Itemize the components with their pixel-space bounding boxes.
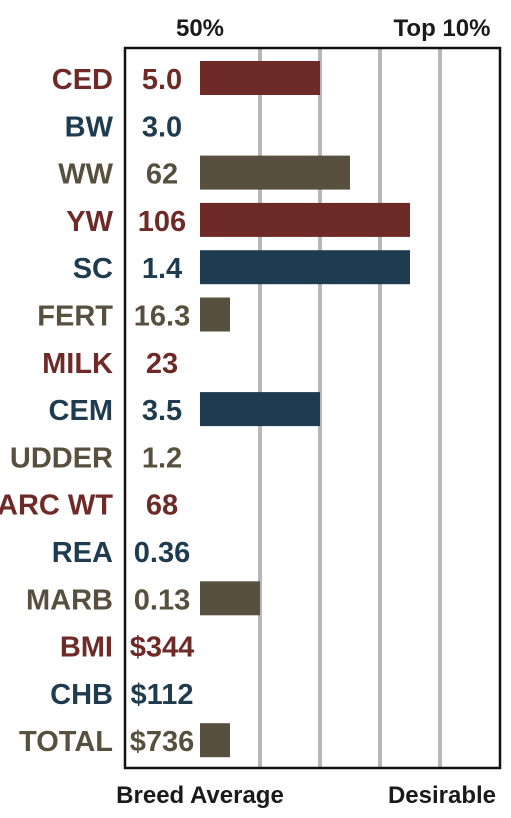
bar-yw <box>200 202 410 237</box>
bars <box>200 61 410 758</box>
bar-total <box>200 723 230 758</box>
value-labels: 5.0 3.0 62 106 1.4 16.3 23 3.5 1.2 68 0.36 0.13 $344… <box>130 64 195 758</box>
trait-label-carc-wt: CARC WT <box>0 490 113 522</box>
trait-label-bmi: BMI <box>60 632 113 664</box>
trait-label-milk: MILK <box>42 348 113 380</box>
value-label-fert: 16.3 <box>134 301 190 333</box>
bar-marb <box>200 581 260 616</box>
bottom-label-desirable: Desirable <box>388 782 496 809</box>
top-label-top-10-percent: Top 10% <box>394 15 491 42</box>
trait-label-total: TOTAL <box>19 726 113 758</box>
trait-label-sc: SC <box>73 253 113 285</box>
top-label-50-percent: 50% <box>176 15 224 42</box>
trait-label-fert: FERT <box>37 301 113 333</box>
value-label-chb: $112 <box>131 679 194 711</box>
value-label-carc-wt: 68 <box>146 490 178 522</box>
value-label-total: $736 <box>130 726 195 758</box>
trait-label-yw: YW <box>66 206 113 238</box>
value-label-milk: 23 <box>146 348 178 380</box>
value-label-udder: 1.2 <box>142 442 182 474</box>
value-label-ww: 62 <box>146 159 178 191</box>
value-label-marb: 0.13 <box>134 584 190 616</box>
trait-label-marb: MARB <box>26 584 113 616</box>
bar-ww <box>200 155 350 190</box>
trait-labels: CED BW WW YW SC FERT MILK CEM UDDER CARC WT REA MAR… <box>0 64 114 758</box>
value-label-bw: 3.0 <box>142 111 182 143</box>
trait-label-udder: UDDER <box>10 442 113 474</box>
bottom-label-breed-average: Breed Average <box>116 782 284 809</box>
bar-cem <box>200 392 320 427</box>
value-label-yw: 106 <box>138 206 186 238</box>
bar-fert <box>200 297 230 332</box>
value-label-cem: 3.5 <box>142 395 182 427</box>
trait-label-ww: WW <box>58 159 113 191</box>
trait-label-chb: CHB <box>50 679 113 711</box>
trait-label-bw: BW <box>65 111 114 143</box>
value-label-rea: 0.36 <box>134 537 190 569</box>
value-label-bmi: $344 <box>130 632 195 664</box>
chart-frame <box>123 46 502 770</box>
bar-ced <box>200 61 320 95</box>
trait-label-ced: CED <box>52 64 113 96</box>
value-label-ced: 5.0 <box>142 64 182 96</box>
trait-label-cem: CEM <box>49 395 113 427</box>
trait-label-rea: REA <box>52 537 113 569</box>
bar-sc <box>200 250 410 285</box>
value-label-sc: 1.4 <box>142 253 182 285</box>
